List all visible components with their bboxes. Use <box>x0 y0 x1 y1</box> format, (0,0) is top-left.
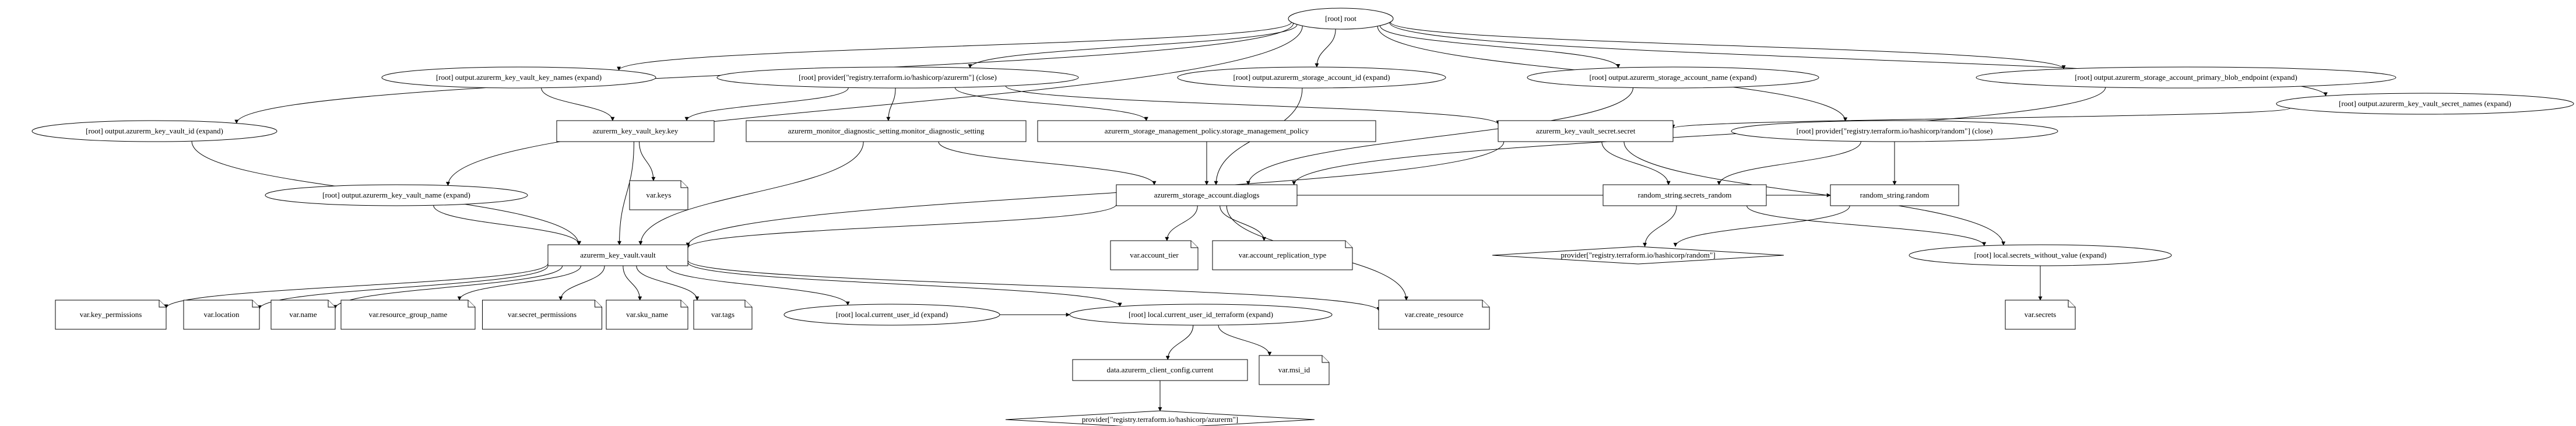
edge-rs_secrets-prov_random <box>1645 206 1677 247</box>
edge-prov_azurerm_cl-kv_key <box>687 87 848 121</box>
node-var_create_res: var.create_resource <box>1379 300 1489 329</box>
node-rs_random: random_string.random <box>1830 185 1959 206</box>
node-mon_diag: azurerm_monitor_diagnostic_setting.monit… <box>746 121 1026 142</box>
edge-kv_key-var_keys <box>639 142 653 181</box>
node-data_client_cfg: data.azurerm_client_config.current <box>1073 360 1247 381</box>
node-var_msi_id: var.msi_id <box>1259 355 1329 385</box>
node-out_kv_id: [root] output.azurerm_key_vault_id (expa… <box>32 121 277 142</box>
edge-local_cur_uid_tf-var_msi_id <box>1218 325 1270 355</box>
node-kv_key: azurerm_key_vault_key.key <box>557 121 714 142</box>
edge-rs_random-prov_random <box>1675 206 1850 247</box>
node-var_acct_repl: var.account_replication_type <box>1213 241 1352 270</box>
edge-sa_diaglogs-kv_vault <box>688 205 1116 248</box>
node-out_kv_sec_names: [root] output.azurerm_key_vault_secret_n… <box>2276 93 2574 114</box>
node-out_sa_name: [root] output.azurerm_storage_account_na… <box>1527 67 1819 88</box>
node-local_cur_uid_tf: [root] local.current_user_id_terraform (… <box>1070 304 1332 325</box>
edge-kv_vault-var_rgn <box>459 266 581 300</box>
node-sa_diaglogs: azurerm_storage_account.diaglogs <box>1116 185 1297 206</box>
edge-root-out_sa_blobep <box>1390 22 2064 69</box>
node-prov_azurerm_cl: [root] provider["registry.terraform.io/h… <box>717 67 1078 88</box>
node-prov_random_cl: [root] provider["registry.terraform.io/h… <box>1731 121 2058 142</box>
edge-root-out_kv_key_names <box>619 22 1292 71</box>
node-var_key_perms: var.key_permissions <box>55 300 166 329</box>
node-out_kv_name: [root] output.azurerm_key_vault_name (ex… <box>265 185 528 206</box>
edge-kv_vault-var_sku <box>623 266 640 300</box>
edge-root-out_sa_id <box>1317 29 1336 67</box>
node-local_secrets_wo: [root] local.secrets_without_value (expa… <box>1909 245 2171 266</box>
edge-root-prov_azurerm_cl <box>970 24 1297 68</box>
node-root: [root] root <box>1288 8 1393 29</box>
node-out_kv_key_names: [root] output.azurerm_key_vault_key_name… <box>382 67 656 88</box>
edge-kv_vault-local_cur_uid <box>666 266 848 305</box>
edge-mon_diag-sa_diaglogs <box>939 142 1154 185</box>
edge-out_kv_key_names-kv_key <box>542 88 613 121</box>
node-storage_mgmt: azurerm_storage_management_policy.storag… <box>1038 121 1376 142</box>
edge-prov_azurerm_cl-kv_secret <box>1006 86 1498 124</box>
node-kv_secret: azurerm_key_vault_secret.secret <box>1498 121 1673 142</box>
edge-kv_vault-var_sec_perms <box>561 266 605 300</box>
node-var_name: var.name <box>271 300 335 329</box>
edge-kv_secret-rs_secrets <box>1602 142 1668 185</box>
edge-prov_random_cl-rs_secrets <box>1719 142 1861 185</box>
node-out_sa_id: [root] output.azurerm_storage_account_id… <box>1178 67 1446 88</box>
edge-kv_vault-var_tags <box>637 266 697 300</box>
node-kv_vault: azurerm_key_vault.vault <box>548 245 688 266</box>
terraform-dependency-graph: [root] root [root] output.azurerm_key_vau… <box>0 0 2576 426</box>
edge-local_cur_uid_tf-data_client_cfg <box>1168 325 1193 360</box>
edge-prov_azurerm_cl-storage_mgmt <box>955 87 1146 121</box>
edge-root-out_kv_name <box>448 26 1302 185</box>
node-rs_secrets: random_string.secrets_random <box>1603 185 1766 206</box>
edge-kv_vault-local_cur_uid_tf <box>688 262 1120 307</box>
node-var_acct_tier: var.account_tier <box>1110 241 1198 270</box>
node-var_sku: var.sku_name <box>606 300 688 329</box>
node-var_location: var.location <box>184 300 259 329</box>
node-local_cur_uid: [root] local.current_user_id (expand) <box>784 304 1000 325</box>
edge-kv_secret-kv_vault <box>688 142 1504 247</box>
node-out_sa_blobep: [root] output.azurerm_storage_account_pr… <box>1976 67 2396 88</box>
edge-sa_diaglogs-var_acct_tier <box>1167 206 1197 241</box>
node-var_tags: var.tags <box>694 300 752 329</box>
node-prov_random: provider["registry.terraform.io/hashicor… <box>1492 247 1784 264</box>
node-var_rgn: var.resource_group_name <box>341 300 475 329</box>
node-var_sec_perms: var.secret_permissions <box>483 300 602 329</box>
node-var_keys: var.keys <box>630 181 688 210</box>
node-var_secrets: var.secrets <box>2005 300 2075 329</box>
edge-rs_secrets-local_secrets_wo <box>1747 206 1984 246</box>
node-prov_azurerm: provider["registry.terraform.io/hashicor… <box>1006 411 1315 426</box>
nodes-layer: [root] root [root] output.azurerm_key_vau… <box>32 8 2574 426</box>
edge-sa_diaglogs-var_acct_repl <box>1220 206 1264 241</box>
